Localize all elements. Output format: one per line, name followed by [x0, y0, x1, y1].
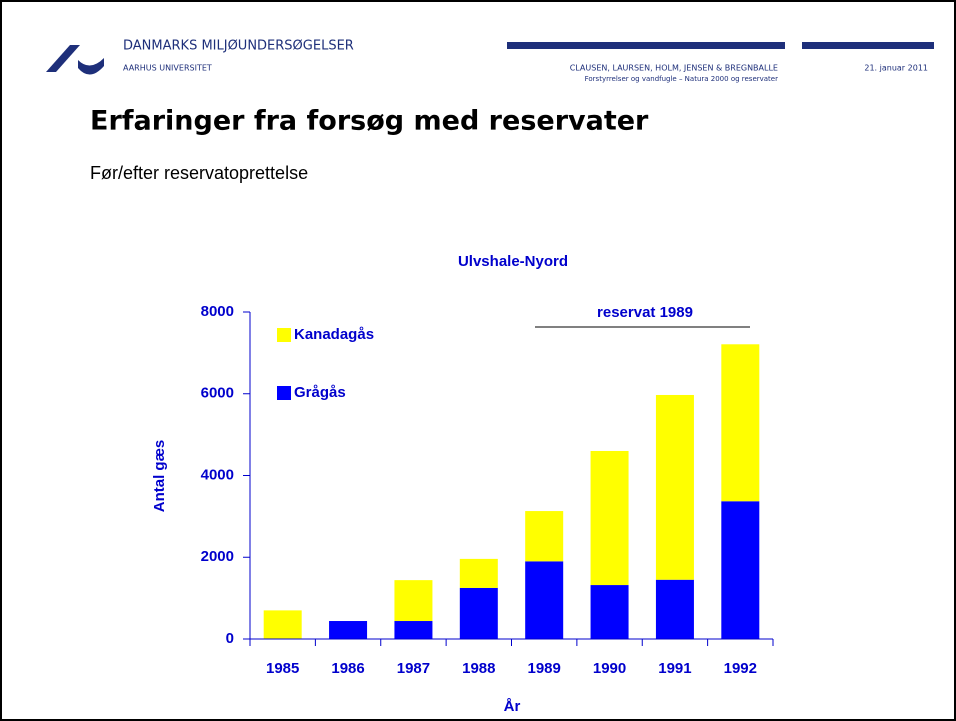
chart-title: Ulvshale-Nyord	[458, 253, 568, 270]
slide-title: Erfaringer fra forsøg med reservater	[90, 106, 649, 137]
x-tick-label: 1985	[266, 660, 299, 677]
x-tick-label: 1987	[397, 660, 430, 677]
logo	[78, 58, 104, 75]
legend-swatch	[277, 328, 291, 342]
bar-segment	[329, 621, 368, 639]
y-tick-label: 0	[226, 630, 234, 647]
bar-segment	[721, 344, 760, 502]
bar-segment	[525, 511, 564, 562]
bar-segment	[459, 558, 498, 588]
bar-segment	[721, 501, 760, 639]
bar-segment	[394, 580, 433, 622]
org-name: DANMARKS MILJØUNDERSØGELSER	[123, 39, 354, 54]
authors: CLAUSEN, LAURSEN, HOLM, JENSEN & BREGNBA…	[570, 64, 778, 73]
x-tick-label: 1986	[331, 660, 364, 677]
x-tick-label: 1991	[658, 660, 691, 677]
header-bar	[507, 42, 785, 49]
x-tick-label: 1989	[528, 660, 561, 677]
bar-segment	[525, 561, 564, 639]
slide-subtitle: Før/efter reservatoprettelse	[90, 163, 308, 183]
x-tick-label: 1990	[593, 660, 626, 677]
logo	[46, 45, 80, 72]
bar-segment	[590, 450, 629, 586]
x-tick-label: 1988	[462, 660, 495, 677]
talk-title: Forstyrrelser og vandfugle – Natura 2000…	[585, 75, 779, 83]
date: 21. januar 2011	[864, 64, 928, 73]
bar-segment	[655, 394, 694, 580]
legend-label: Grågås	[294, 384, 346, 401]
bar-segment	[459, 587, 498, 639]
bar-segment	[590, 585, 629, 639]
header-bar	[802, 42, 934, 49]
bar-segment	[655, 579, 694, 639]
y-tick-label: 2000	[201, 548, 234, 565]
bar-segment	[394, 621, 433, 639]
y-tick-label: 6000	[201, 385, 234, 402]
x-tick-label: 1992	[724, 660, 757, 677]
y-axis-label: Antal gæs	[151, 440, 168, 513]
annotation: reservat 1989	[597, 304, 693, 321]
y-tick-label: 8000	[201, 303, 234, 320]
x-axis-label: År	[504, 698, 521, 715]
legend-label: Kanadagås	[294, 326, 374, 343]
university: AARHUS UNIVERSITET	[123, 64, 212, 73]
y-tick-label: 4000	[201, 466, 234, 483]
legend-swatch	[277, 386, 291, 400]
bar-segment	[263, 610, 302, 639]
